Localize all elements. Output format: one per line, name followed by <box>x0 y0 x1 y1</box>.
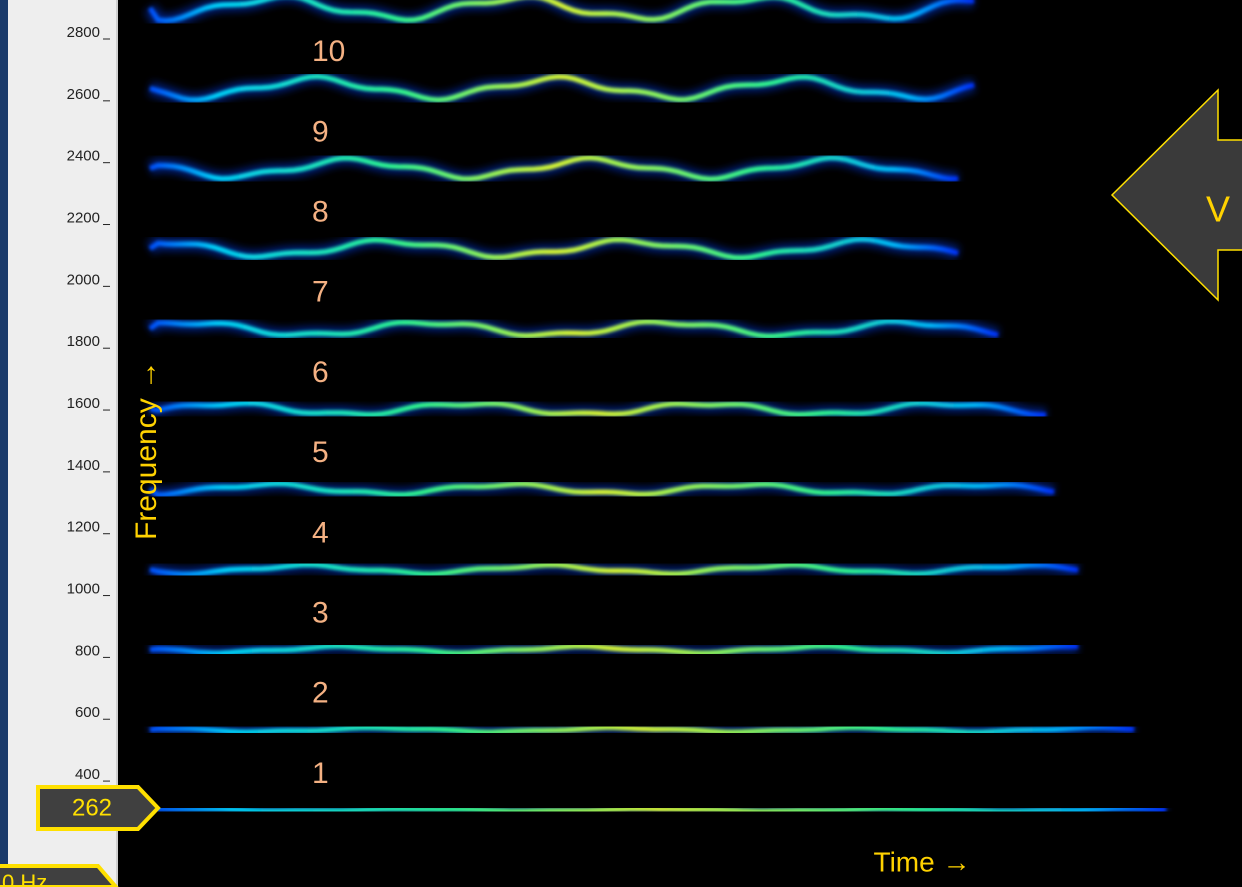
spectrogram-screen: 2800260024002200200018001600140012001000… <box>0 0 1242 887</box>
y-tick-label: 2800 <box>67 24 100 41</box>
axis-panel <box>0 0 118 887</box>
harmonic-number: 5 <box>312 436 329 469</box>
y-tick-label: 400 <box>75 766 100 783</box>
y-tick-label: 1800 <box>67 333 100 350</box>
harmonic-number: 4 <box>312 516 329 549</box>
y-tick-label: 800 <box>75 642 100 659</box>
y-tick-label: 1600 <box>67 395 100 412</box>
marker-text: 262 <box>72 794 112 821</box>
y-tick-label: 2400 <box>67 148 100 165</box>
y-tick-label: 1000 <box>67 581 100 598</box>
harmonic-number: 9 <box>312 115 329 148</box>
y-tick-label: 2200 <box>67 209 100 226</box>
y-tick-label: 1200 <box>67 519 100 536</box>
harmonic-line <box>150 809 1166 812</box>
y-tick-label: 2600 <box>67 86 100 103</box>
arrow-text: V <box>1206 189 1230 230</box>
y-tick-label: 600 <box>75 704 100 721</box>
background <box>0 0 1242 887</box>
frequency-label: Frequency → <box>130 360 163 540</box>
harmonic-number: 10 <box>312 35 345 68</box>
harmonic-number: 7 <box>312 276 329 309</box>
harmonic-number: 3 <box>312 597 329 630</box>
harmonic-number: 2 <box>312 677 329 710</box>
harmonic-number: 1 <box>312 757 329 790</box>
y-tick-label: 2000 <box>67 271 100 288</box>
edge-strip <box>0 0 8 887</box>
time-label: Time → <box>874 846 971 877</box>
y-tick-label: 1400 <box>67 457 100 474</box>
harmonic-number: 6 <box>312 356 329 389</box>
baseline-text: 0 Hz <box>2 870 47 887</box>
harmonic-number: 8 <box>312 196 329 229</box>
